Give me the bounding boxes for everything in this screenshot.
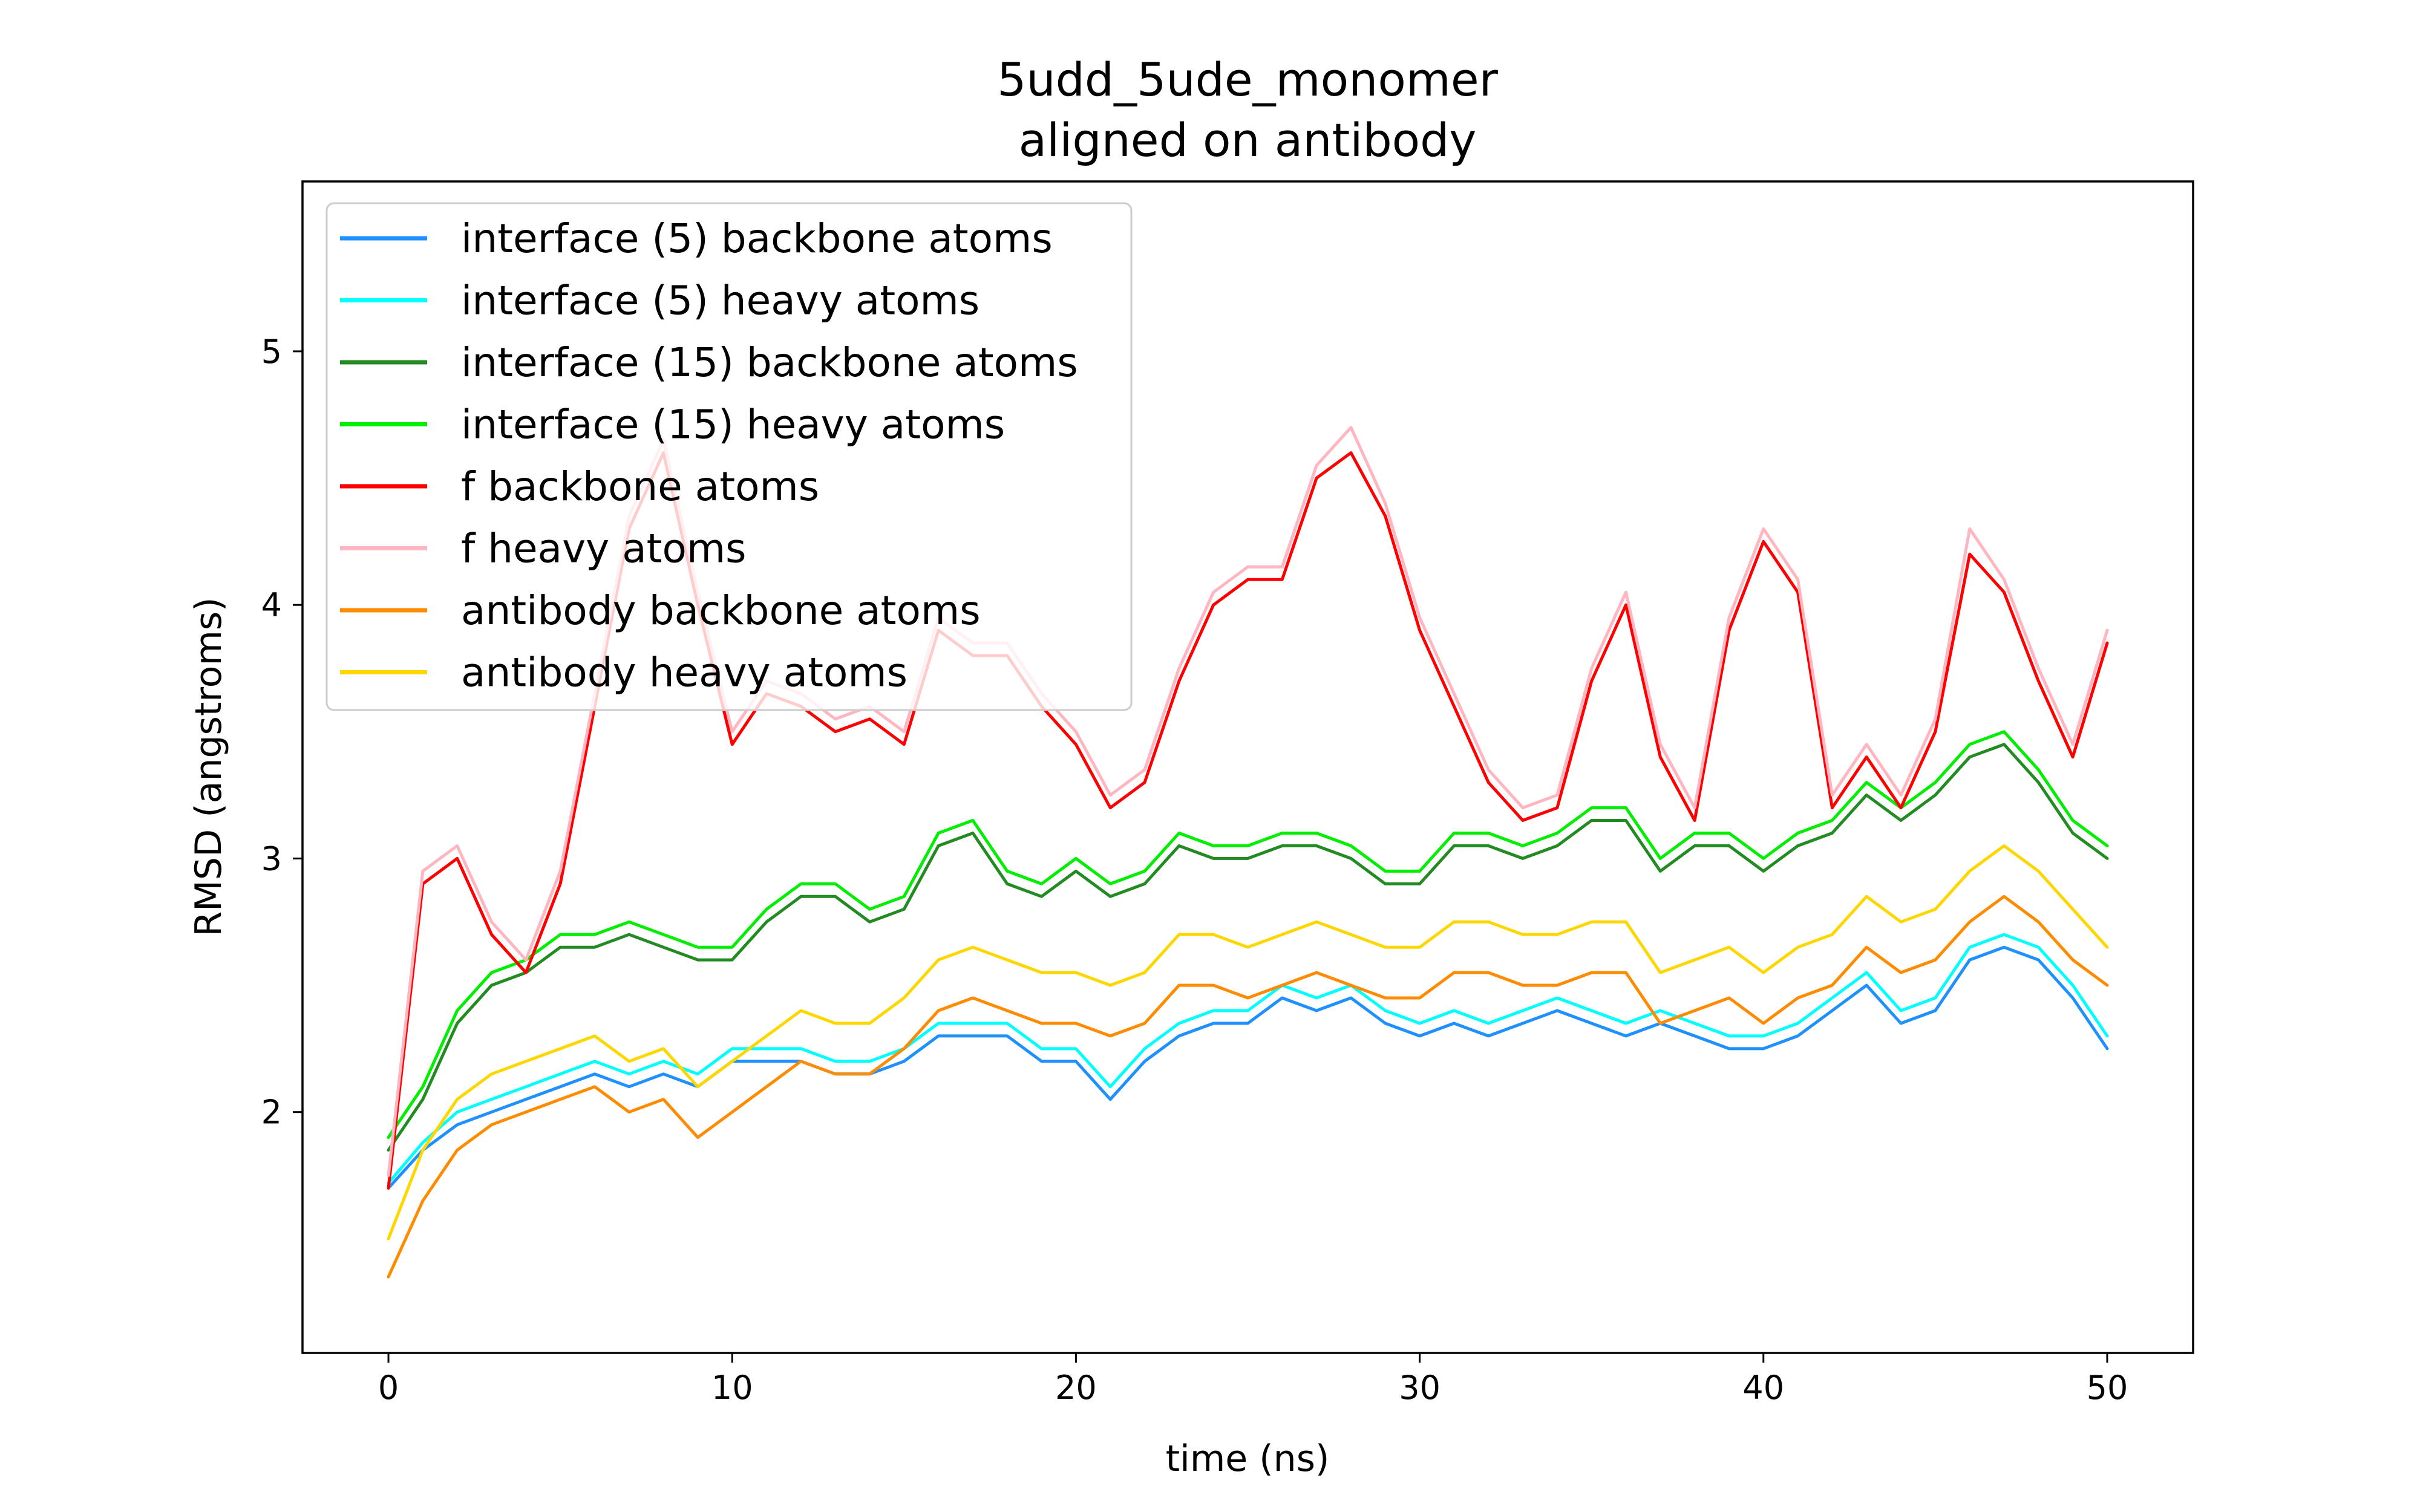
series-line-3 [387, 743, 2109, 1152]
y-axis: 2 3 4 5 [261, 333, 302, 1132]
series-line-8 [387, 844, 2109, 1240]
y-tick-label: 5 [261, 333, 282, 371]
plot-frame [301, 180, 2194, 1354]
y-tick-label: 3 [261, 839, 282, 878]
legend-label: interface (5) backbone atoms [461, 215, 1053, 262]
chart-title: 5udd_5ude_monomer [997, 53, 1499, 106]
legend: interface (5) backbone atoms interface (5… [325, 202, 1133, 711]
y-tick-label: 2 [261, 1093, 282, 1132]
series-line-1 [387, 945, 2109, 1190]
x-axis: 0 10 20 30 40 50 [378, 1353, 2128, 1407]
chart-subtitle: aligned on antibody [1019, 113, 1477, 167]
x-tick-label: 50 [2087, 1369, 2128, 1407]
x-tick-label: 20 [1055, 1369, 1097, 1407]
y-axis-label: RMSD (angstroms) [188, 597, 230, 936]
legend-label: f backbone atoms [461, 463, 819, 510]
x-tick-label: 0 [378, 1369, 399, 1407]
series-group [387, 426, 2109, 1279]
series-line-4 [387, 730, 2109, 1139]
legend-label: antibody backbone atoms [461, 587, 981, 634]
legend-label: f heavy atoms [461, 526, 747, 572]
x-axis-label: time (ns) [1166, 1438, 1330, 1480]
x-tick-label: 30 [1399, 1369, 1441, 1407]
legend-label: interface (15) heavy atoms [461, 402, 1005, 448]
x-tick-label: 40 [1742, 1369, 1784, 1407]
legend-box [325, 202, 1133, 711]
legend-label: antibody heavy atoms [461, 650, 908, 696]
series-line-7 [387, 894, 2109, 1279]
legend-label: interface (5) heavy atoms [461, 278, 979, 324]
y-tick-label: 4 [261, 586, 282, 624]
series-line-2 [387, 933, 2109, 1185]
x-tick-label: 10 [711, 1369, 753, 1407]
legend-label: interface (15) backbone atoms [461, 339, 1078, 386]
